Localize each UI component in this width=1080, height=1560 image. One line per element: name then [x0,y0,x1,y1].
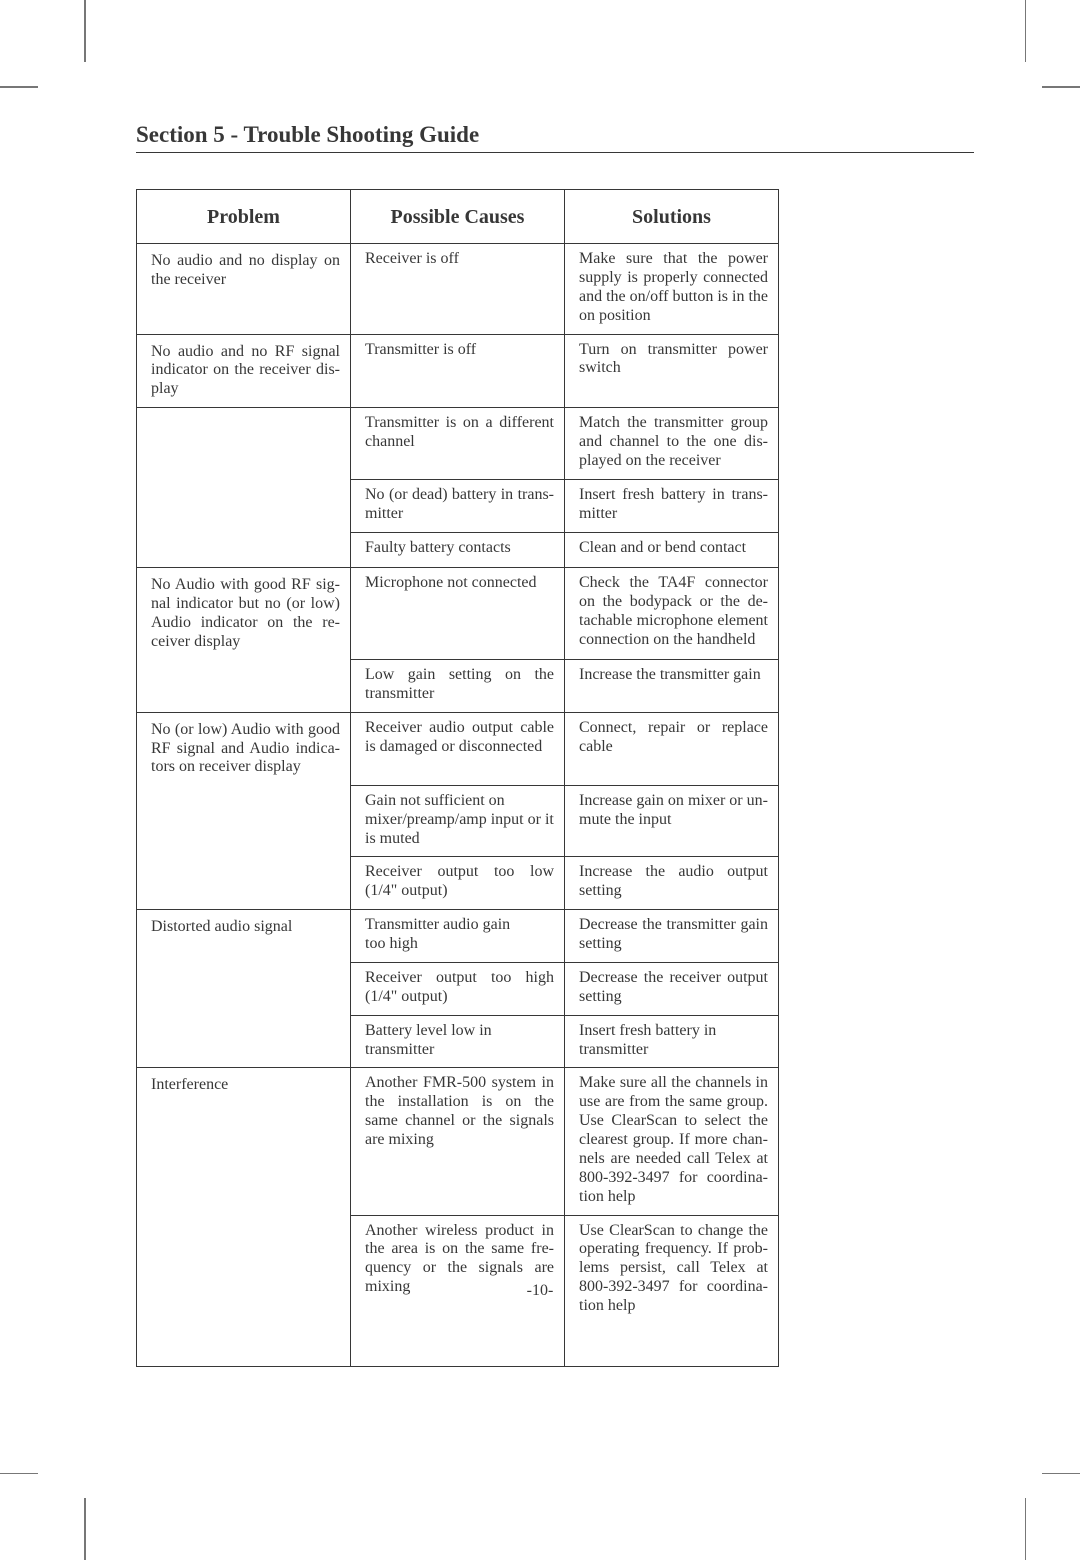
cell-solution: Connect, repair or replace cable [565,712,779,785]
crop-mark [84,0,86,62]
crop-mark [1025,1498,1027,1560]
cell-solution: Make sure all the channels in use are fr… [565,1068,779,1215]
table-row: No (or low) Audio with good RF signal an… [137,712,779,785]
cell-solution: Decrease the receiver output setting [565,962,779,1015]
cell-problem [137,532,351,567]
section-heading: Section 5 - Trouble Shooting Guide [136,122,974,153]
cell-cause: Receiver is off [351,244,565,335]
table-row: InterferenceAnother FMR-500 system in th… [137,1068,779,1215]
cell-solution: Check the TA4F connector on the bodypack… [565,567,779,659]
cell-problem: Interference [137,1068,351,1215]
cell-solution: Increase the audio output setting [565,857,779,910]
crop-mark [1025,0,1027,62]
crop-mark [0,1473,38,1475]
cell-problem [137,479,351,532]
table-row: No audio and no display on the receiverR… [137,244,779,335]
cell-solution: Increase the transmitter gain [565,659,779,712]
col-causes: Possible Causes [351,190,565,244]
cell-cause: Transmitter audio gain too high [351,910,565,963]
crop-mark [1042,1473,1080,1475]
table-header-row: Problem Possible Causes Solutions [137,190,779,244]
cell-problem [137,962,351,1015]
troubleshooting-table: Problem Possible Causes Solutions No aud… [136,189,779,1367]
cell-solution: Match the transmitter group and channel … [565,408,779,480]
page-content: Section 5 - Trouble Shooting Guide Probl… [136,122,974,1367]
table-row: Low gain setting on the transmitterIncre… [137,659,779,712]
cell-problem [137,408,351,480]
cell-cause: Receiver output too high (1/4" output) [351,962,565,1015]
crop-mark [0,86,38,88]
cell-solution: Turn on transmitter power switch [565,334,779,408]
cell-problem [137,659,351,712]
cell-solution: Insert fresh battery in trans­mitter [565,479,779,532]
cell-cause: Microphone not connected [351,567,565,659]
cell-problem [137,785,351,857]
cell-cause: Gain not sufficient on mixer/preamp/amp … [351,785,565,857]
cell-cause: No (or dead) battery in trans­mitter [351,479,565,532]
table-row: Transmitter is on a different channelMat… [137,408,779,480]
table-row: Faulty battery contactsClean and or bend… [137,532,779,567]
cell-problem: No audio and no display on the receiver [137,244,351,335]
cell-cause: Transmitter is off [351,334,565,408]
crop-mark [84,1498,86,1560]
cell-cause: Receiver audio output cable is damaged o… [351,712,565,785]
page-number: -10- [0,1282,1080,1300]
cell-cause: Low gain setting on the transmitter [351,659,565,712]
table-row: Receiver output too high (1/4" output)De… [137,962,779,1015]
cell-problem: No Audio with good RF sig­nal indicator … [137,567,351,659]
table-row: Gain not sufficient on mixer/preamp/amp … [137,785,779,857]
cell-cause: Receiver output too low (1/4" output) [351,857,565,910]
cell-solution: Make sure that the power supply is prope… [565,244,779,335]
table-row: Battery level low in transmitterInsert f… [137,1015,779,1068]
table-row: No Audio with good RF sig­nal indicator … [137,567,779,659]
cell-cause: Transmitter is on a different channel [351,408,565,480]
col-problem: Problem [137,190,351,244]
table-row: No (or dead) battery in trans­mitterInse… [137,479,779,532]
cell-solution: Decrease the transmitter gain setting [565,910,779,963]
cell-solution: Insert fresh battery in transmitter [565,1015,779,1068]
table-row: No audio and no RF signal indicator on t… [137,334,779,408]
table-row: Receiver output too low (1/4" output)Inc… [137,857,779,910]
cell-problem: Distorted audio signal [137,910,351,963]
crop-mark [1042,86,1080,88]
cell-problem: No audio and no RF signal indicator on t… [137,334,351,408]
cell-solution: Clean and or bend contact [565,532,779,567]
cell-solution: Increase gain on mixer or un-mute the in… [565,785,779,857]
cell-cause: Another FMR-500 system in the installati… [351,1068,565,1215]
table-row: Distorted audio signalTransmitter audio … [137,910,779,963]
cell-problem [137,857,351,910]
cell-problem [137,1015,351,1068]
cell-cause: Battery level low in transmitter [351,1015,565,1068]
col-solutions: Solutions [565,190,779,244]
cell-cause: Faulty battery contacts [351,532,565,567]
cell-problem: No (or low) Audio with good RF signal an… [137,712,351,785]
